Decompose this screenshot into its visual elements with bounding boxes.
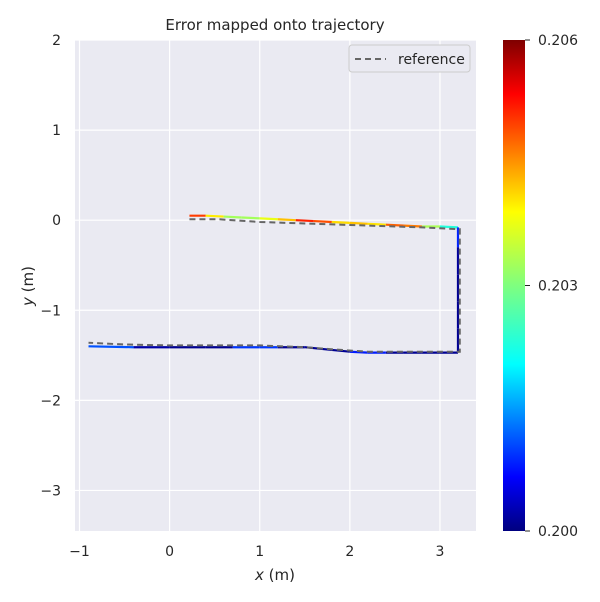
trajectory-segment bbox=[223, 215, 242, 219]
colorbar-tick-label: 0.200 bbox=[538, 524, 578, 540]
x-tick-label: 2 bbox=[345, 544, 354, 560]
y-tick-label: −1 bbox=[40, 303, 61, 319]
trajectory-segment bbox=[259, 217, 278, 221]
colorbar-tick-labels: 0.206 0.203 0.200 bbox=[525, 33, 578, 540]
trajectory-segment bbox=[367, 222, 386, 226]
trajectory-segment bbox=[88, 345, 134, 349]
x-tick-labels: −1 0 1 2 3 bbox=[69, 544, 444, 560]
colorbar-tick-label: 0.203 bbox=[538, 279, 578, 295]
trajectory-segment bbox=[205, 214, 224, 218]
colorbar-tick-label: 0.206 bbox=[538, 33, 578, 49]
trajectory-segment bbox=[313, 219, 332, 224]
x-axis-label: x (m) bbox=[254, 566, 295, 584]
reference-series-line bbox=[88, 218, 461, 353]
trajectory-segment bbox=[439, 225, 459, 229]
trajectory-segment bbox=[349, 221, 368, 225]
trajectory-segment bbox=[277, 218, 296, 222]
y-tick-label: −2 bbox=[40, 393, 61, 409]
plot-area bbox=[75, 40, 476, 531]
x-tick-label: 3 bbox=[435, 544, 444, 560]
y-tick-label: 1 bbox=[52, 123, 61, 139]
legend: reference bbox=[348, 44, 471, 73]
trajectory-segment bbox=[385, 223, 404, 227]
trajectory-segment bbox=[349, 350, 368, 354]
y-tick-labels: 2 1 0 −1 −2 −3 bbox=[40, 33, 61, 499]
y-axis-label: y (m) bbox=[19, 266, 37, 307]
chart-title: Error mapped onto trajectory bbox=[165, 16, 384, 34]
y-tick-label: 2 bbox=[52, 33, 61, 49]
x-tick-label: −1 bbox=[69, 544, 90, 560]
colorbar bbox=[503, 40, 525, 531]
legend-box bbox=[348, 44, 471, 73]
trajectory-segment bbox=[331, 220, 350, 224]
x-tick-label: 0 bbox=[165, 544, 174, 560]
grid bbox=[75, 39, 476, 531]
trajectory-segment bbox=[403, 224, 422, 228]
legend-reference-label: reference bbox=[398, 52, 465, 68]
trajectory-segment bbox=[241, 216, 260, 220]
y-tick-label: 0 bbox=[52, 213, 61, 229]
x-tick-label: 1 bbox=[255, 544, 264, 560]
trajectory-segment bbox=[295, 219, 314, 223]
y-tick-label: −3 bbox=[40, 483, 61, 499]
